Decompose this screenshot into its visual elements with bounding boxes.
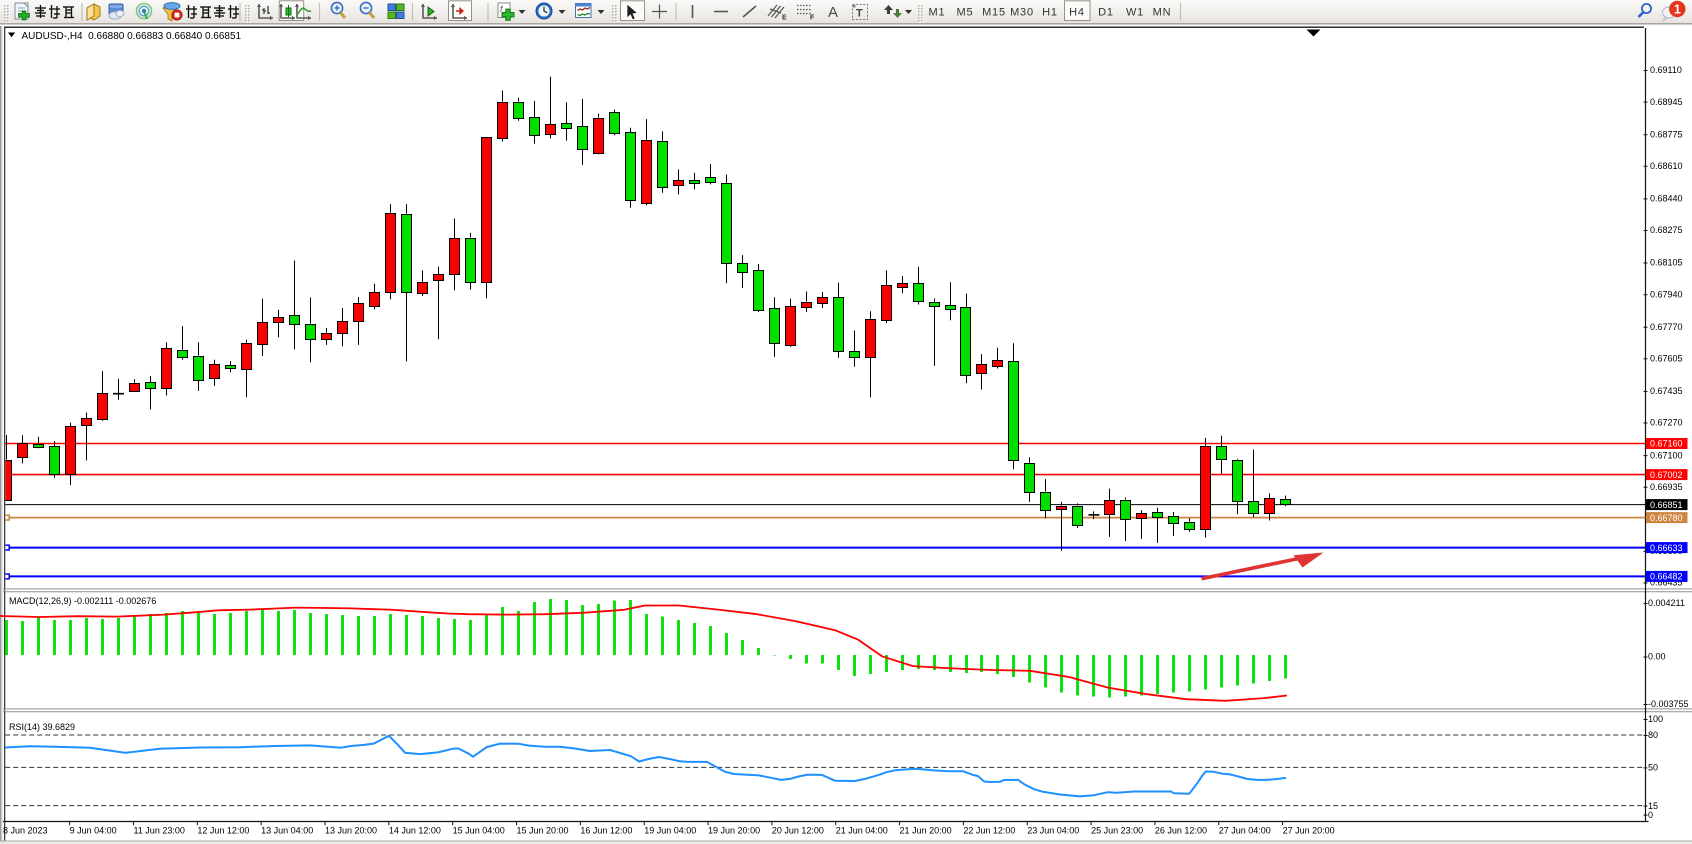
svg-text:23 Jun 04:00: 23 Jun 04:00 [1027,826,1079,836]
svg-text:21 Jun 20:00: 21 Jun 20:00 [900,826,952,836]
svg-text:25 Jun 23:00: 25 Jun 23:00 [1091,826,1143,836]
svg-text:22 Jun 12:00: 22 Jun 12:00 [963,826,1015,836]
svg-text:E: E [782,15,787,22]
svg-text:H4: H4 [1069,7,1085,19]
svg-text:11 Jun 23:00: 11 Jun 23:00 [133,826,184,836]
svg-text:15: 15 [1648,801,1658,811]
svg-text:13 Jun 20:00: 13 Jun 20:00 [325,826,377,836]
svg-text:27 Jun 04:00: 27 Jun 04:00 [1219,826,1271,836]
svg-text:0.66780: 0.66780 [1650,513,1683,523]
svg-text:19 Jun 20:00: 19 Jun 20:00 [708,826,760,836]
svg-text:15 Jun 04:00: 15 Jun 04:00 [453,826,505,836]
svg-text:M30: M30 [1010,7,1034,19]
svg-text:W1: W1 [1126,7,1144,19]
svg-text:f: f [500,4,504,14]
svg-text:19 Jun 04:00: 19 Jun 04:00 [644,826,696,836]
svg-text:0.68105: 0.68105 [1650,258,1683,268]
svg-text:M1: M1 [929,7,946,19]
svg-text:14 Jun 12:00: 14 Jun 12:00 [389,826,441,836]
svg-text:-0.003755: -0.003755 [1648,699,1689,709]
svg-text:0.68440: 0.68440 [1650,194,1683,204]
svg-text:27 Jun 20:00: 27 Jun 20:00 [1283,826,1335,836]
svg-text:0.67940: 0.67940 [1650,289,1683,299]
svg-text:0.66482: 0.66482 [1650,572,1683,582]
svg-text:12 Jun 12:00: 12 Jun 12:00 [197,826,249,836]
svg-text:A: A [828,4,838,21]
svg-text:MACD(12,26,9) -0.002111 -0.002: MACD(12,26,9) -0.002111 -0.002676 [9,596,156,606]
svg-text:16 Jun 12:00: 16 Jun 12:00 [580,826,632,836]
svg-text:0: 0 [1648,810,1653,820]
svg-text:0.68945: 0.68945 [1650,97,1683,107]
svg-text:0.66851: 0.66851 [1650,500,1683,510]
svg-text:M5: M5 [957,7,974,19]
svg-text:M15: M15 [982,7,1006,19]
svg-text:21 Jun 04:00: 21 Jun 04:00 [836,826,888,836]
svg-text:9 Jun 04:00: 9 Jun 04:00 [70,826,117,836]
svg-text:26 Jun 12:00: 26 Jun 12:00 [1155,826,1207,836]
svg-text:D1: D1 [1098,7,1114,19]
svg-text:0.68275: 0.68275 [1650,225,1683,235]
svg-text:100: 100 [1648,714,1663,724]
svg-text:0.67435: 0.67435 [1650,386,1683,396]
svg-text:0.66435: 0.66435 [1650,578,1683,588]
svg-text:0.68610: 0.68610 [1650,161,1683,171]
svg-text:0.00: 0.00 [1648,652,1666,662]
svg-text:20 Jun 12:00: 20 Jun 12:00 [772,826,824,836]
svg-text:0.67605: 0.67605 [1650,354,1683,364]
svg-text:0.67270: 0.67270 [1650,418,1683,428]
svg-text:F: F [810,15,815,22]
svg-text:0.67100: 0.67100 [1650,450,1683,460]
svg-text:50: 50 [1648,763,1658,773]
svg-text:1: 1 [1674,2,1681,16]
svg-text:0.68775: 0.68775 [1650,129,1683,139]
svg-text:0.67160: 0.67160 [1650,439,1683,449]
svg-text:15 Jun 20:00: 15 Jun 20:00 [517,826,569,836]
svg-text:0.66935: 0.66935 [1650,482,1683,492]
svg-text:MN: MN [1153,7,1172,19]
svg-text:8 Jun 2023: 8 Jun 2023 [3,826,48,836]
svg-text:0.004211: 0.004211 [1648,598,1685,608]
svg-text:H1: H1 [1042,7,1058,19]
svg-text:0.69110: 0.69110 [1650,65,1682,75]
svg-text:13 Jun 04:00: 13 Jun 04:00 [261,826,313,836]
svg-text:AUDUSD-,H4 0.66880 0.66883 0.: AUDUSD-,H4 0.66880 0.66883 0.66840 0.668… [22,31,242,42]
svg-text:0.66633: 0.66633 [1650,543,1683,553]
svg-text:0.67002: 0.67002 [1650,470,1683,480]
svg-text:0.67770: 0.67770 [1650,322,1683,332]
svg-text:RSI(14) 39.6829: RSI(14) 39.6829 [9,722,75,732]
svg-text:T: T [856,8,863,20]
svg-text:80: 80 [1648,730,1658,740]
